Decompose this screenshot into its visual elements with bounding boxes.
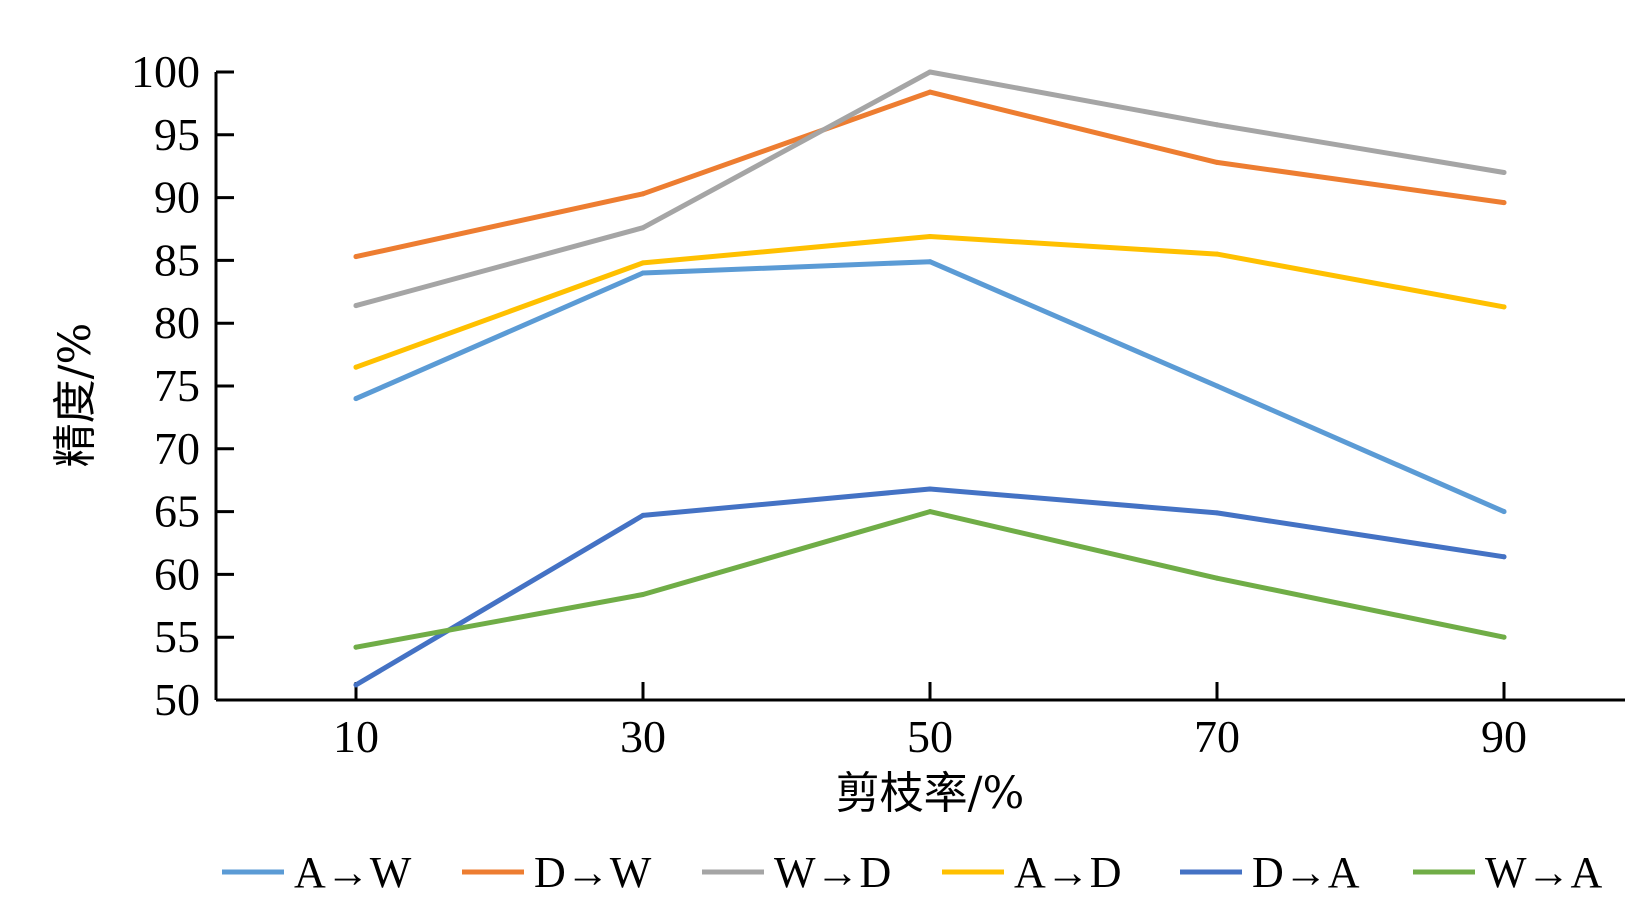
data-point [353, 682, 359, 688]
series-line-5 [353, 486, 1507, 688]
series-line-2 [353, 89, 1507, 260]
series-line-3 [353, 69, 1507, 309]
data-point [927, 259, 933, 265]
data-point [1501, 634, 1507, 640]
y-tick-label: 75 [154, 360, 200, 411]
data-point [927, 486, 933, 492]
legend-label: W→A [1485, 848, 1603, 897]
x-axis-title: 剪枝率/% [836, 768, 1025, 819]
x-tick-label: 30 [620, 711, 666, 762]
y-tick-label: 80 [154, 297, 200, 348]
data-point [1214, 251, 1220, 257]
data-point [927, 234, 933, 239]
legend-label: W→D [774, 848, 891, 897]
y-tick-label: 70 [154, 423, 200, 474]
x-axis-ticks: 10 30 50 70 90 [333, 682, 1527, 762]
y-tick-label: 85 [154, 234, 200, 285]
data-point [353, 364, 359, 370]
data-point [927, 69, 933, 75]
x-tick-label: 70 [1194, 711, 1240, 762]
data-point [1214, 383, 1220, 389]
y-tick-label: 60 [154, 548, 200, 599]
x-tick-label: 50 [907, 711, 953, 762]
y-tick-label: 100 [131, 46, 200, 97]
legend: A→W D→W W→D A→D D→A W→A [222, 848, 1603, 897]
data-point [353, 644, 359, 650]
x-tick-label: 10 [333, 711, 379, 762]
data-point [640, 592, 646, 597]
series-lines [353, 69, 1507, 688]
series-line-1 [353, 259, 1507, 515]
series-line-4 [353, 234, 1507, 370]
y-axis-title: 精度/% [50, 323, 101, 468]
data-point [1214, 122, 1220, 128]
data-point [640, 512, 646, 518]
legend-label: D→W [534, 848, 652, 897]
data-point [640, 270, 646, 276]
data-point [1501, 200, 1507, 206]
data-point [1214, 575, 1220, 581]
legend-label: D→A [1252, 848, 1360, 897]
data-point [353, 396, 359, 402]
data-point [353, 303, 359, 309]
legend-label: A→W [294, 848, 412, 897]
data-point [1501, 554, 1507, 560]
data-point [640, 260, 646, 266]
data-point [927, 89, 933, 95]
y-tick-label: 65 [154, 486, 200, 537]
data-point [640, 225, 646, 231]
data-point [1501, 304, 1507, 310]
x-tick-label: 90 [1481, 711, 1527, 762]
data-point [1214, 159, 1220, 165]
data-point [1214, 510, 1220, 516]
data-point [927, 509, 933, 515]
data-point [640, 191, 646, 197]
y-tick-label: 90 [154, 172, 200, 223]
axes [214, 72, 1625, 702]
y-tick-label: 95 [154, 109, 200, 160]
y-axis-ticks: 100 95 90 85 80 75 70 65 60 55 50 [131, 46, 234, 725]
legend-label: A→D [1014, 848, 1122, 897]
data-point [1501, 170, 1507, 175]
y-tick-label: 50 [154, 674, 200, 725]
y-tick-label: 55 [154, 611, 200, 662]
data-point [353, 254, 359, 260]
data-point [1501, 509, 1507, 515]
